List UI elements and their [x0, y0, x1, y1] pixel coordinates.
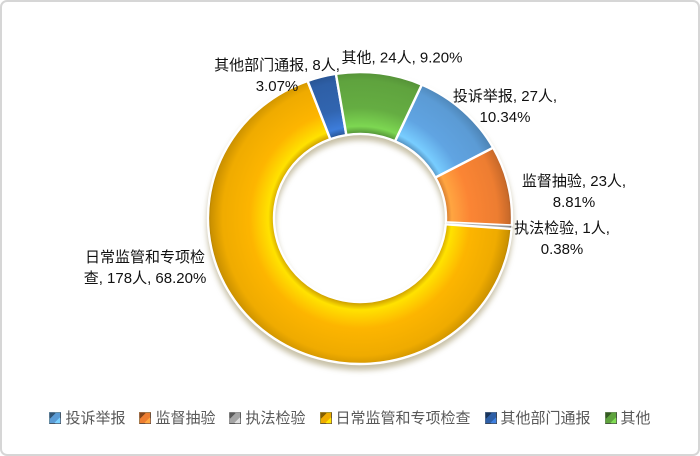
legend-item-4: 日常监管和专项检查	[319, 407, 471, 428]
legend-label: 监督抽验	[155, 410, 216, 427]
legend-item-2: 监督抽验	[139, 407, 215, 428]
legend-label: 投诉举报	[65, 410, 126, 427]
legend-label: 执法检验	[245, 410, 306, 427]
legend-item-1: 投诉举报	[49, 407, 125, 428]
legend-item-3: 执法检验	[229, 407, 306, 428]
legend-swatch-icon	[484, 411, 497, 424]
legend-swatch-icon	[319, 411, 332, 424]
legend-swatch-icon	[604, 411, 617, 424]
pie-slice-6	[334, 70, 424, 143]
legend-label: 日常监管和专项检查	[335, 410, 471, 427]
pie-slice-4	[206, 79, 513, 366]
legend-swatch-icon	[229, 411, 242, 424]
legend-item-5: 其他部门通报	[484, 407, 591, 428]
legend-item-6: 其他	[604, 407, 651, 428]
legend-label: 其他	[620, 410, 651, 427]
legend-label: 其他部门通报	[500, 410, 591, 427]
legend-swatch-icon	[139, 411, 152, 424]
legend-swatch-icon	[49, 411, 62, 424]
legend: 投诉举报 监督抽验 执法检验 日常监管和专项检查 其他部门通报 其他	[2, 407, 698, 428]
